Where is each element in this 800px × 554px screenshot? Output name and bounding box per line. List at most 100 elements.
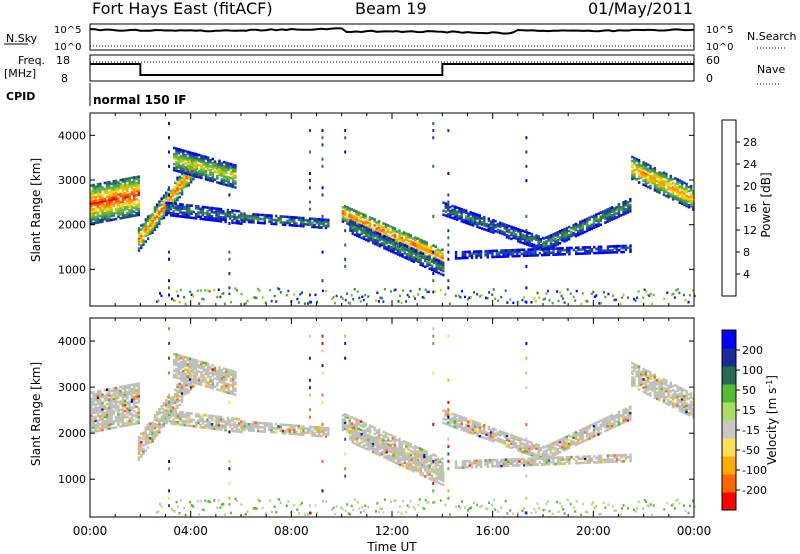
power-cell <box>137 247 141 250</box>
power-cell <box>209 165 212 168</box>
power-cell <box>380 225 383 228</box>
power-cell <box>410 253 413 256</box>
power-cell <box>92 216 95 219</box>
power-cell <box>510 237 513 241</box>
power-cell <box>599 251 603 255</box>
power-cell <box>400 236 403 239</box>
power-cell <box>322 220 325 223</box>
power-cell <box>103 205 106 209</box>
power-cell <box>99 188 102 192</box>
power-cell <box>649 168 652 172</box>
velocity-cell <box>176 389 179 393</box>
velocity-cell <box>121 408 125 411</box>
power-cell <box>250 214 253 218</box>
power-cell <box>577 223 580 227</box>
velocity-cell <box>343 413 347 416</box>
power-cell <box>367 229 370 233</box>
power-cell <box>144 228 147 231</box>
power-cell <box>391 234 394 237</box>
velocity-cell <box>383 451 386 455</box>
power-cell <box>532 243 536 247</box>
power-cell <box>637 290 640 293</box>
power-cell <box>369 236 372 240</box>
velocity-cell <box>105 407 109 410</box>
power-cell <box>378 242 382 246</box>
velocity-cell <box>346 414 349 417</box>
power-cell <box>181 211 184 214</box>
velocity-cell <box>288 428 291 431</box>
velocity-cell <box>96 419 100 422</box>
power-cell <box>545 292 548 295</box>
power-cell <box>206 216 209 219</box>
velocity-cell <box>198 366 201 369</box>
velocity-cell <box>218 370 221 373</box>
power-cell <box>353 225 357 228</box>
power-cell <box>318 218 321 221</box>
velocity-cell <box>229 392 233 395</box>
power-cell <box>642 179 645 182</box>
power-cell <box>411 241 415 244</box>
velocity-cell <box>254 423 257 426</box>
velocity-cell <box>180 387 184 391</box>
power-cell <box>261 213 264 217</box>
power-cell <box>439 288 442 292</box>
power-cell <box>604 209 607 212</box>
velocity-cell <box>476 423 479 427</box>
velocity-cell <box>207 368 210 372</box>
power-cell <box>624 200 627 203</box>
power-cell <box>685 184 688 188</box>
power-cell <box>218 159 221 163</box>
velocity-cell <box>403 457 406 460</box>
power-cell <box>387 240 391 244</box>
power-cell <box>373 220 376 223</box>
power-cell <box>579 252 582 255</box>
power-cell <box>140 240 143 243</box>
velocity-cell <box>202 378 205 381</box>
power-cell <box>667 187 670 191</box>
power-cell <box>610 216 614 219</box>
power-cell <box>461 256 465 260</box>
velocity-cell <box>435 472 438 475</box>
velocity-cell <box>151 425 154 429</box>
power-cell <box>660 172 663 175</box>
power-cell <box>671 196 675 199</box>
power-cell <box>170 214 173 217</box>
velocity-cell <box>184 362 187 365</box>
velocity-cell <box>231 388 235 392</box>
velocity-cell <box>188 361 192 365</box>
power-cell <box>261 217 264 221</box>
power-cell <box>311 225 314 229</box>
velocity-cell <box>108 408 111 412</box>
velocity-cell <box>256 427 260 431</box>
power-cell <box>195 175 199 178</box>
power-cell <box>631 169 634 173</box>
velocity-cell <box>94 425 97 429</box>
power-cell <box>324 226 328 230</box>
power-cell <box>186 172 189 176</box>
power-cell <box>671 188 675 191</box>
power-cell <box>468 252 471 256</box>
power-cell <box>384 223 388 226</box>
power-cell <box>617 215 621 218</box>
power-cell <box>101 208 104 211</box>
velocity-cell <box>137 394 140 398</box>
power-cell <box>110 192 113 196</box>
power-cell <box>229 182 233 186</box>
velocity-cell <box>467 422 470 426</box>
power-cell <box>642 167 645 170</box>
velocity-cell <box>151 438 154 441</box>
power-cell <box>442 201 445 205</box>
power-cell <box>176 204 180 208</box>
velocity-cell <box>211 374 214 377</box>
velocity-cell <box>194 425 198 428</box>
velocity-cell <box>362 423 365 426</box>
power-cell <box>480 294 483 297</box>
velocity-cell <box>392 456 395 459</box>
freq-label-line2: [MHz] <box>4 67 36 80</box>
power-cell <box>420 247 424 250</box>
velocity-cell <box>126 401 129 404</box>
velocity-cell <box>165 405 168 408</box>
velocity-cell <box>449 422 452 425</box>
velocity-cell <box>137 444 141 447</box>
power-cell <box>158 212 161 216</box>
